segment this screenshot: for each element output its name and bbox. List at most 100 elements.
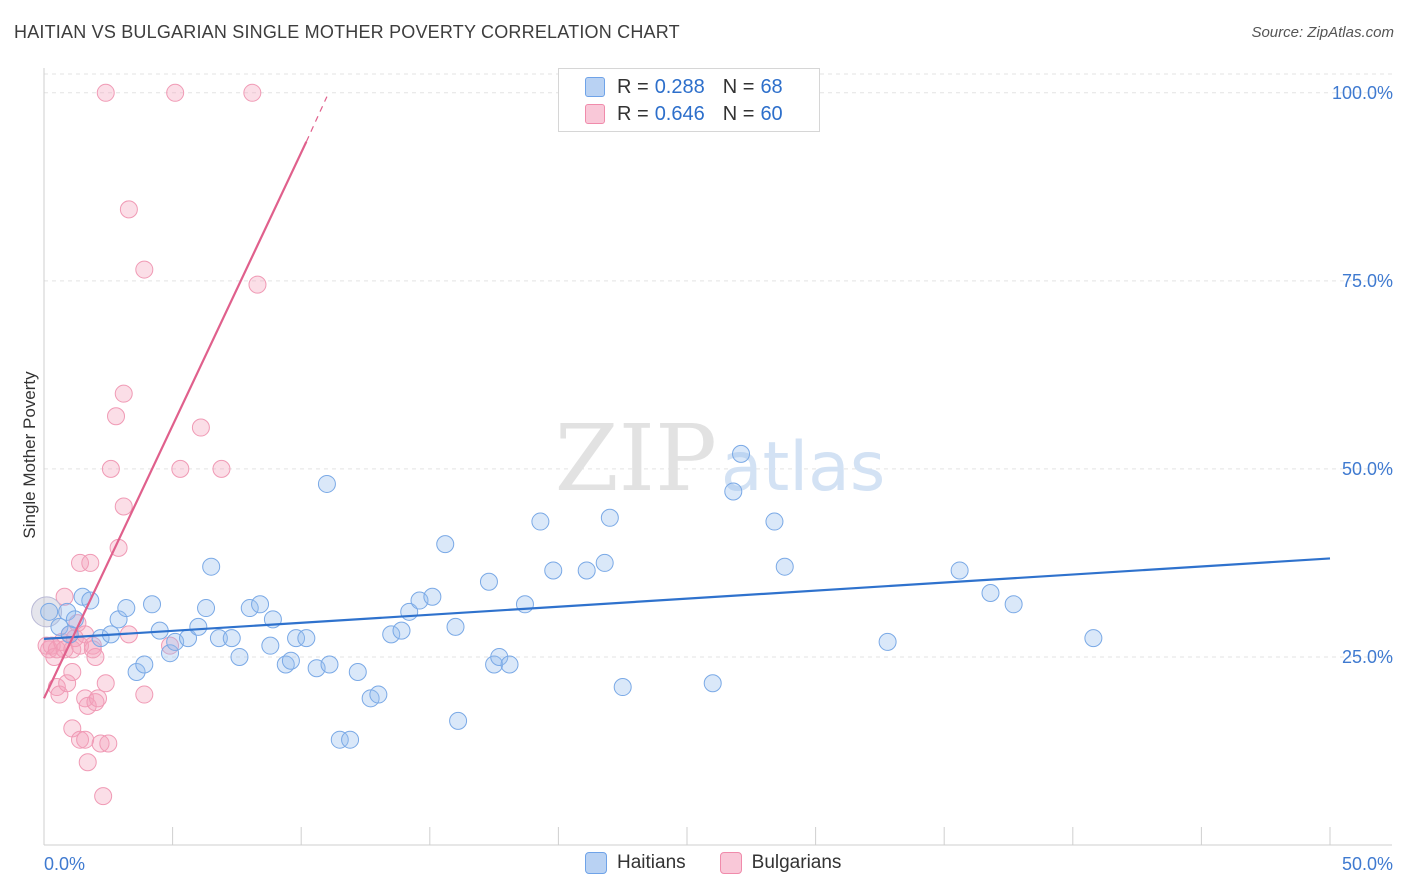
haitian-point (878, 632, 897, 651)
haitian-point (341, 730, 360, 749)
x-tick-labels: 0.0% 50.0% (44, 854, 1393, 874)
haitian-point (500, 655, 519, 674)
haitian-point (449, 711, 468, 730)
y-tick-label: 50.0% (1342, 459, 1393, 479)
haitian-point (240, 599, 259, 618)
haitian-point (320, 655, 339, 674)
haitian-point (143, 595, 162, 614)
haitians-legend-swatch (585, 852, 607, 874)
bulgarian-point (58, 674, 77, 693)
series-bulgarians-points (37, 83, 267, 806)
bulgarian-point (55, 587, 74, 606)
haitian-point (775, 557, 794, 576)
haitian-point (189, 617, 208, 636)
haitian-point (765, 512, 784, 531)
chart-title: HAITIAN VS BULGARIAN SINGLE MOTHER POVER… (14, 22, 680, 42)
haitians-trendline (43, 557, 1331, 640)
haitian-point (117, 599, 136, 618)
bulgarian-point (114, 497, 133, 516)
bulgarian-point (94, 787, 113, 806)
legend-row-bulgarians: R = 0.646 N = 60 (585, 103, 783, 125)
haitian-point (423, 587, 442, 606)
haitian-point (446, 617, 465, 636)
bulgarian-point (135, 685, 154, 704)
bulgarian-point (76, 730, 95, 749)
haitians-legend-label: Haitians (617, 852, 686, 873)
bulgarians-trendline-extension (305, 96, 328, 142)
haitian-point (209, 629, 228, 648)
correlation-legend: R = 0.288 N = 68 R = 0.646 N = 60 (558, 68, 820, 132)
haitian-point (60, 625, 79, 644)
chart-source: Source: ZipAtlas.com (1251, 24, 1394, 41)
bulgarian-point (114, 384, 133, 403)
bulgarian-point (135, 260, 154, 279)
haitian-point (348, 662, 367, 681)
haitian-point (161, 644, 180, 663)
haitian-point (281, 651, 300, 670)
haitian-point (251, 595, 270, 614)
haitian-point (317, 474, 336, 493)
haitian-point (577, 561, 596, 580)
n-value-haitians: 68 (760, 75, 783, 98)
haitian-point (330, 730, 349, 749)
r-value-haitians: 0.288 (654, 75, 705, 98)
haitian-point (297, 629, 316, 648)
haitian-point (58, 602, 77, 621)
bulgarian-point (78, 753, 97, 772)
bulgarians-legend-swatch (719, 852, 742, 874)
haitian-point (531, 512, 550, 531)
haitian-point (202, 557, 221, 576)
bulgarian-point (101, 459, 120, 478)
n-label: N = (722, 102, 755, 125)
watermark-zip: ZIP (555, 405, 717, 512)
haitian-point (436, 535, 455, 554)
haitian-point (392, 621, 411, 640)
haitian-point (261, 636, 280, 655)
haitian-point (230, 647, 249, 666)
bulgarians-legend-label: Bulgarians (751, 852, 842, 873)
haitian-point (1084, 629, 1103, 648)
bulgarian-point (86, 647, 105, 666)
r-label: R = (617, 102, 649, 125)
bulgarians-trendline (43, 141, 308, 699)
legend-item-haitians[interactable]: Haitians (585, 852, 686, 874)
haitian-point (613, 678, 632, 697)
haitian-point (369, 685, 388, 704)
bulgarians-swatch (585, 104, 605, 124)
haitian-point (595, 553, 614, 572)
haitian-point (287, 629, 306, 648)
series-legend: Haitians Bulgarians (585, 852, 875, 874)
r-label: R = (617, 75, 649, 98)
x-tick-label: 50.0% (1342, 854, 1393, 874)
bulgarian-point (63, 662, 82, 681)
bulgarian-point (243, 83, 262, 102)
y-tick-labels: 25.0% 50.0% 75.0% 100.0% (1332, 83, 1393, 667)
haitian-point (732, 444, 751, 463)
bulgarian-point (81, 553, 100, 572)
haitian-point (544, 561, 563, 580)
legend-item-bulgarians[interactable]: Bulgarians (719, 852, 842, 874)
haitian-point (222, 629, 241, 648)
bulgarian-point (96, 83, 115, 102)
haitian-point (479, 572, 498, 591)
haitian-point (197, 599, 216, 618)
bulgarian-point (191, 418, 210, 437)
haitian-point (127, 662, 146, 681)
haitian-point (600, 508, 619, 527)
y-tick-label: 25.0% (1342, 647, 1393, 667)
watermark-atlas: atlas (721, 428, 885, 507)
bulgarian-point (89, 689, 108, 708)
watermark: ZIPatlas (555, 405, 886, 512)
haitian-point (703, 674, 722, 693)
x-tick-label: 0.0% (44, 854, 85, 874)
y-tick-label: 100.0% (1332, 83, 1393, 103)
legend-row-haitians: R = 0.288 N = 68 (585, 76, 783, 98)
trendlines (43, 96, 1331, 699)
r-value-bulgarians: 0.646 (654, 102, 705, 125)
haitian-point (724, 482, 743, 501)
haitian-point (91, 629, 110, 648)
haitian-point (382, 625, 401, 644)
bulgarian-point (171, 459, 190, 478)
bulgarian-point (166, 83, 185, 102)
